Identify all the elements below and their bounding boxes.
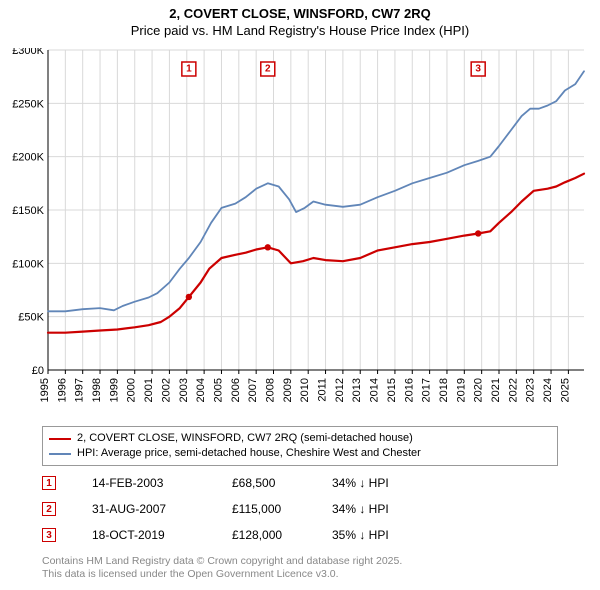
svg-text:2006: 2006 bbox=[230, 378, 242, 402]
sale-date: 14-FEB-2003 bbox=[92, 476, 232, 490]
svg-text:1995: 1995 bbox=[39, 378, 51, 402]
svg-text:2025: 2025 bbox=[559, 378, 571, 402]
chart-title-line1: 2, COVERT CLOSE, WINSFORD, CW7 2RQ bbox=[0, 6, 600, 21]
legend-swatch-blue bbox=[49, 453, 71, 455]
svg-text:2004: 2004 bbox=[195, 378, 207, 402]
svg-text:2020: 2020 bbox=[473, 378, 485, 402]
sale-row: 3 18-OCT-2019 £128,000 35% ↓ HPI bbox=[42, 522, 389, 548]
svg-text:£250K: £250K bbox=[12, 98, 44, 110]
sale-date: 18-OCT-2019 bbox=[92, 528, 232, 542]
svg-text:1: 1 bbox=[186, 64, 192, 75]
svg-text:2: 2 bbox=[265, 64, 271, 75]
sale-marker-3: 3 bbox=[42, 528, 56, 542]
svg-text:1998: 1998 bbox=[91, 378, 103, 402]
svg-text:2021: 2021 bbox=[490, 378, 502, 402]
svg-text:2014: 2014 bbox=[369, 378, 381, 402]
sale-date: 31-AUG-2007 bbox=[92, 502, 232, 516]
svg-text:£0: £0 bbox=[32, 365, 44, 377]
footer: Contains HM Land Registry data © Crown c… bbox=[42, 555, 402, 581]
legend-label-price-paid: 2, COVERT CLOSE, WINSFORD, CW7 2RQ (semi… bbox=[77, 431, 413, 446]
svg-text:2013: 2013 bbox=[351, 378, 363, 402]
svg-text:2024: 2024 bbox=[542, 378, 554, 402]
titles: 2, COVERT CLOSE, WINSFORD, CW7 2RQ Price… bbox=[0, 0, 600, 38]
svg-text:2002: 2002 bbox=[160, 378, 172, 402]
sale-row: 1 14-FEB-2003 £68,500 34% ↓ HPI bbox=[42, 470, 389, 496]
svg-text:2011: 2011 bbox=[317, 378, 329, 402]
sale-row: 2 31-AUG-2007 £115,000 34% ↓ HPI bbox=[42, 496, 389, 522]
sale-diff: 35% ↓ HPI bbox=[332, 528, 389, 542]
svg-text:£50K: £50K bbox=[18, 312, 44, 324]
svg-text:£150K: £150K bbox=[12, 205, 44, 217]
page: 2, COVERT CLOSE, WINSFORD, CW7 2RQ Price… bbox=[0, 0, 600, 590]
svg-text:2023: 2023 bbox=[525, 378, 537, 402]
legend-swatch-red bbox=[49, 438, 71, 440]
svg-text:3: 3 bbox=[475, 64, 481, 75]
sale-diff: 34% ↓ HPI bbox=[332, 502, 389, 516]
svg-text:2010: 2010 bbox=[299, 378, 311, 402]
svg-text:2015: 2015 bbox=[386, 378, 398, 402]
sale-diff: 34% ↓ HPI bbox=[332, 476, 389, 490]
legend: 2, COVERT CLOSE, WINSFORD, CW7 2RQ (semi… bbox=[42, 426, 558, 466]
svg-text:2007: 2007 bbox=[247, 378, 259, 402]
svg-text:2001: 2001 bbox=[143, 378, 155, 402]
sales-table: 1 14-FEB-2003 £68,500 34% ↓ HPI 2 31-AUG… bbox=[42, 470, 389, 548]
svg-text:2017: 2017 bbox=[421, 378, 433, 402]
legend-row-hpi: HPI: Average price, semi-detached house,… bbox=[49, 446, 551, 461]
svg-text:2016: 2016 bbox=[403, 378, 415, 402]
sale-price: £115,000 bbox=[232, 502, 332, 516]
svg-text:2022: 2022 bbox=[507, 378, 519, 402]
svg-text:2009: 2009 bbox=[282, 378, 294, 402]
svg-text:2019: 2019 bbox=[455, 378, 467, 402]
svg-text:1996: 1996 bbox=[56, 378, 68, 402]
sale-marker-1: 1 bbox=[42, 476, 56, 490]
svg-text:2000: 2000 bbox=[126, 378, 138, 402]
sale-marker-2: 2 bbox=[42, 502, 56, 516]
svg-text:2005: 2005 bbox=[212, 378, 224, 402]
svg-text:2012: 2012 bbox=[334, 378, 346, 402]
chart-title-line2: Price paid vs. HM Land Registry's House … bbox=[0, 23, 600, 38]
svg-text:£300K: £300K bbox=[12, 48, 44, 57]
legend-row-price-paid: 2, COVERT CLOSE, WINSFORD, CW7 2RQ (semi… bbox=[49, 431, 551, 446]
footer-line2: This data is licensed under the Open Gov… bbox=[42, 568, 402, 581]
footer-line1: Contains HM Land Registry data © Crown c… bbox=[42, 555, 402, 568]
sale-price: £128,000 bbox=[232, 528, 332, 542]
legend-label-hpi: HPI: Average price, semi-detached house,… bbox=[77, 446, 421, 461]
svg-text:2008: 2008 bbox=[265, 378, 277, 402]
svg-text:£100K: £100K bbox=[12, 258, 44, 270]
svg-text:2018: 2018 bbox=[438, 378, 450, 402]
chart: £0 £50K £100K £150K £200K £250K £300K 1995 1996 1… bbox=[10, 48, 590, 418]
svg-text:1997: 1997 bbox=[74, 378, 86, 402]
svg-text:2003: 2003 bbox=[178, 378, 190, 402]
chart-svg: £0 £50K £100K £150K £200K £250K £300K 1995 1996 1… bbox=[10, 48, 590, 418]
svg-text:1999: 1999 bbox=[108, 378, 120, 402]
svg-text:£200K: £200K bbox=[12, 152, 44, 164]
sale-price: £68,500 bbox=[232, 476, 332, 490]
